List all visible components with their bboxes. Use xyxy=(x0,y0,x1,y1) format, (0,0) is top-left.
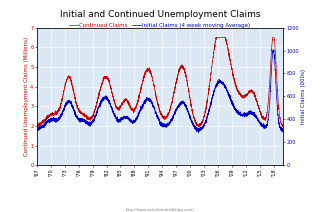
Initial Claims (4 week moving Average) xyxy=(126,118,130,120)
Continued Claims xyxy=(281,126,285,128)
Continued Claims xyxy=(146,68,150,70)
Legend: Continued Claims, Initial Claims (4 week moving Average): Continued Claims, Initial Claims (4 week… xyxy=(67,21,253,30)
Line: Initial Claims (4 week moving Average): Initial Claims (4 week moving Average) xyxy=(37,50,283,132)
Continued Claims xyxy=(281,124,285,127)
Initial Claims (4 week moving Average) xyxy=(280,127,284,129)
Initial Claims (4 week moving Average) xyxy=(196,131,200,134)
Continued Claims xyxy=(229,63,233,65)
Continued Claims xyxy=(35,124,39,126)
Continued Claims xyxy=(214,36,218,39)
Text: http://www.calculatedriskblog.com/: http://www.calculatedriskblog.com/ xyxy=(126,208,194,212)
Continued Claims xyxy=(238,91,242,94)
Text: Initial and Continued Unemployment Claims: Initial and Continued Unemployment Claim… xyxy=(60,10,260,18)
Initial Claims (4 week moving Average) xyxy=(238,112,242,115)
Y-axis label: Initial Claims (000s): Initial Claims (000s) xyxy=(300,69,306,124)
Continued Claims xyxy=(280,123,284,126)
Initial Claims (4 week moving Average) xyxy=(146,99,150,101)
Y-axis label: Continued Unemployment Claims (Millions): Continued Unemployment Claims (Millions) xyxy=(24,37,29,156)
Initial Claims (4 week moving Average) xyxy=(35,128,39,130)
Continued Claims xyxy=(126,102,130,105)
Initial Claims (4 week moving Average) xyxy=(271,49,275,51)
Initial Claims (4 week moving Average) xyxy=(184,105,188,108)
Line: Continued Claims: Continued Claims xyxy=(37,37,283,127)
Initial Claims (4 week moving Average) xyxy=(229,100,233,102)
Continued Claims xyxy=(184,75,188,78)
Initial Claims (4 week moving Average) xyxy=(281,128,285,131)
